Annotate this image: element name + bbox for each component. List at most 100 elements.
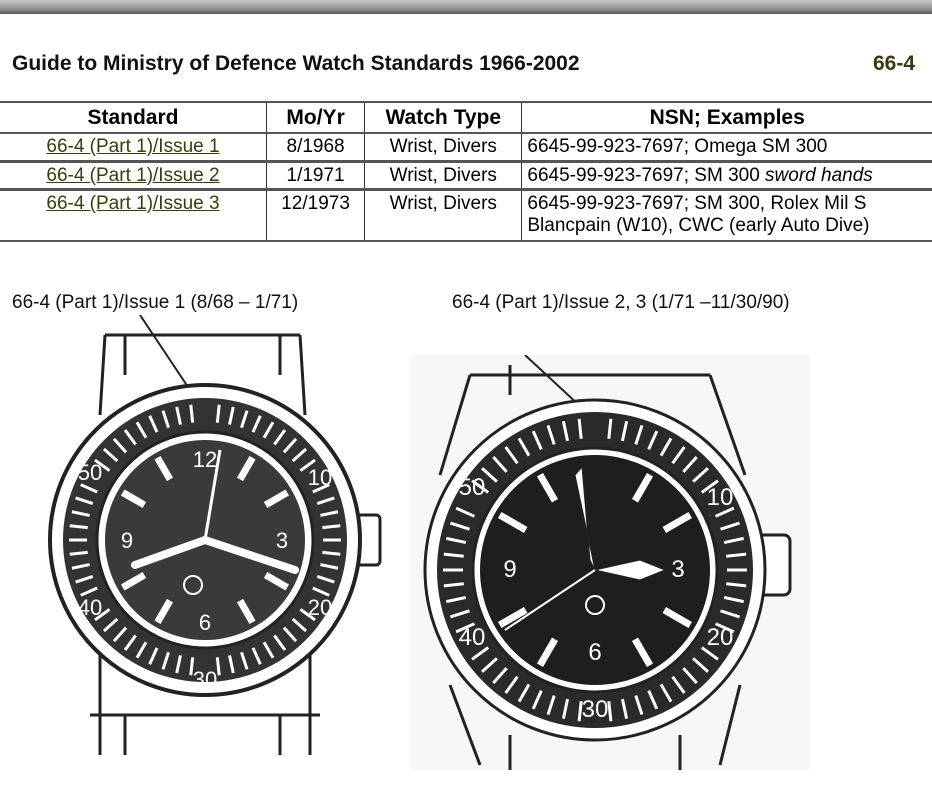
bezel-marker (316, 575, 335, 584)
bezel-marker (148, 415, 159, 433)
bezel-20: 20 (308, 595, 332, 620)
bezel-marker (135, 641, 148, 659)
dial-marker (263, 489, 290, 509)
bezel-10: 10 (308, 465, 332, 490)
bezel-marker (517, 683, 531, 703)
watch-drawing-issue2-3: 3 6 9 10 20 30 40 50 (410, 355, 810, 770)
bezel-marker (112, 437, 128, 454)
bezel-20: 20 (707, 624, 734, 651)
bezel-marker (123, 634, 137, 651)
bezel-marker (299, 608, 316, 622)
bezel-marker (659, 437, 673, 457)
bezel-marker (291, 447, 308, 463)
bezel-marker (112, 626, 128, 643)
dial-marker (662, 511, 693, 534)
moyr-cell: 12/1973 (265, 187, 365, 240)
bezel-50: 50 (78, 460, 102, 485)
bezel-marker (312, 483, 330, 494)
dial-marker (236, 598, 256, 625)
bezel-marker (123, 429, 137, 446)
bezel-marker (471, 479, 490, 494)
bezel-marker (215, 404, 221, 423)
col-standard: Standard (87, 105, 179, 129)
col-nsn: NSN; Examples (521, 103, 932, 133)
standard-link[interactable]: 66-4 (Part 1)/Issue 2 (46, 164, 220, 186)
bezel-marker (714, 506, 735, 518)
bezel-marker (682, 667, 698, 684)
bezel-marker (504, 446, 519, 465)
dial-marker (154, 598, 174, 625)
bezel-marker (647, 430, 659, 451)
bezel-marker (504, 675, 519, 694)
dial-marker (497, 606, 528, 629)
bezel-marker (282, 437, 298, 454)
bezel-marker (634, 695, 644, 716)
bezel-marker (714, 622, 735, 634)
bezel-marker (720, 521, 741, 531)
bezel-marker (273, 429, 287, 446)
bezel-marker (75, 496, 94, 505)
bezel-marker (71, 510, 90, 517)
bezel-marker (299, 458, 316, 472)
bezel-marker (189, 404, 195, 423)
bezel-marker (620, 698, 629, 719)
bezel-marker (577, 418, 583, 439)
dial-marker (631, 637, 654, 668)
dial-numeral-3: 3 (276, 528, 288, 553)
bezel-40: 40 (78, 595, 102, 620)
table-row: 66-4 (Part 1)/Issue 1 8/1968 Wrist, Dive… (0, 132, 932, 161)
bezel-marker (720, 609, 741, 619)
dial-marker (154, 455, 174, 482)
standard-link[interactable]: 66-4 (Part 1)/Issue 1 (46, 136, 220, 157)
bezel-marker (723, 595, 744, 604)
bezel-marker (320, 510, 339, 517)
standard-link[interactable]: 66-4 (Part 1)/Issue 3 (46, 192, 220, 214)
moyr-cell: 1/1971 (265, 159, 365, 189)
bezel-marker (723, 536, 744, 545)
bezel-marker (531, 689, 543, 710)
bezel-marker (175, 655, 182, 674)
dial-numeral-9: 9 (121, 528, 133, 553)
bezel-marker (69, 550, 88, 556)
bezel-10: 10 (707, 484, 734, 511)
bezel-marker (80, 483, 98, 494)
nsn-text: 6645-99-923-7697; SM 300, Rolex Mil S (527, 192, 867, 214)
bezel-marker (726, 552, 747, 558)
standard-code: 66-4 (873, 52, 916, 75)
type-cell: Wrist, Divers (364, 132, 522, 161)
dial-marker (120, 489, 147, 509)
bezel-marker (161, 410, 170, 429)
bezel-marker (148, 647, 159, 665)
bezel-marker (546, 424, 556, 445)
page-title: Guide to Ministry of Defence Watch Stand… (12, 52, 580, 75)
moyr-cell: 8/1968 (265, 132, 365, 161)
dial-numeral-6: 6 (199, 610, 211, 635)
bezel-40: 40 (459, 624, 486, 651)
dial-marker (536, 472, 559, 503)
bezel-marker (312, 586, 330, 597)
figure-caption-issue1: 66-4 (Part 1)/Issue 1 (8/68 – 1/71) (12, 292, 299, 313)
bezel-marker (446, 595, 467, 604)
bezel-marker (251, 647, 262, 665)
bezel-marker (481, 467, 498, 483)
bezel-marker (692, 657, 709, 673)
bezel-marker (102, 447, 119, 463)
bezel-marker (262, 641, 275, 659)
bezel-marker (492, 667, 508, 684)
dial-marker (536, 637, 559, 668)
watch-drawing-issue1: 12 3 6 9 10 20 30 40 50 (48, 315, 382, 755)
dial-numeral-12: 12 (193, 447, 217, 472)
bezel-marker (94, 608, 111, 622)
bezel-marker (700, 646, 719, 661)
dial-numeral-6: 6 (588, 639, 601, 666)
bezel-marker (682, 456, 698, 473)
bezel-marker (262, 421, 275, 439)
type-cell: Wrist, Divers (364, 187, 522, 240)
bezel-marker (577, 701, 583, 722)
dial-marker (263, 571, 290, 591)
nsn-text: 6645-99-923-7697; Omega SM 300 (527, 136, 828, 157)
bezel-marker (251, 415, 262, 433)
bezel-marker (692, 467, 709, 483)
bezel-marker (443, 582, 464, 588)
col-moyr: Mo/Yr (265, 103, 365, 133)
